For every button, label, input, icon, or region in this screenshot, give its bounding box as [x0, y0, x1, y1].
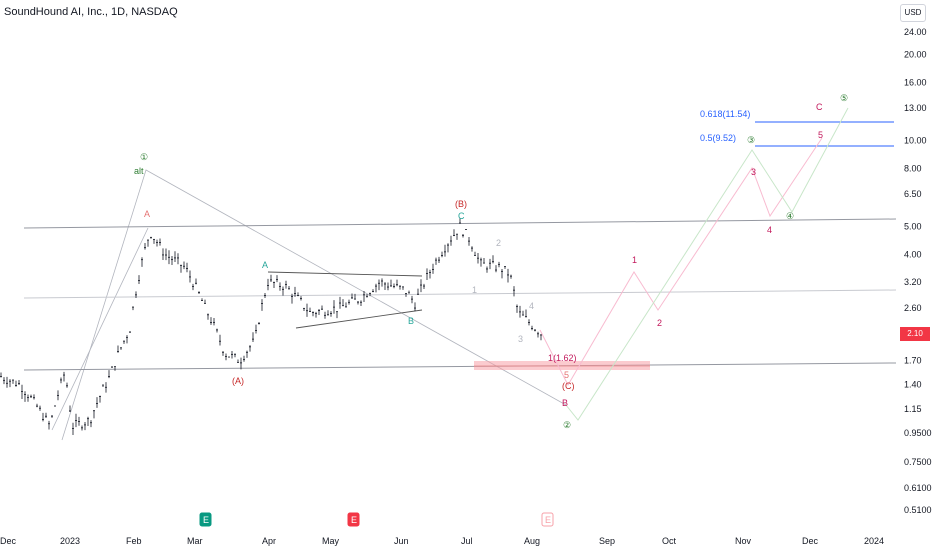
x-tick-label: Sep [599, 536, 615, 546]
wave-label: B [562, 398, 568, 408]
wave-label: alt [134, 166, 144, 176]
earnings-marker[interactable] [541, 512, 554, 527]
y-tick-label: 5.00 [904, 222, 922, 232]
currency-button[interactable]: USD [900, 4, 926, 22]
wave-label: 4 [529, 301, 534, 311]
target-zone [474, 361, 650, 370]
y-tick-label: 6.50 [904, 189, 922, 199]
x-tick-label: May [322, 536, 340, 546]
x-tick-label: Jun [394, 536, 409, 546]
wave-outline-main [61, 169, 567, 441]
wave-label: C [458, 211, 465, 221]
y-tick-label: 16.00 [904, 77, 927, 87]
x-tick-label: Jul [461, 536, 473, 546]
projection-green [565, 107, 849, 421]
channel-bottom [23, 362, 897, 371]
earnings-marker-label: E [545, 515, 551, 525]
y-tick-label: 1.70 [904, 356, 922, 366]
x-tick-label: Nov [735, 536, 752, 546]
y-tick-label: 20.00 [904, 50, 927, 60]
y-tick-label: 4.00 [904, 249, 922, 259]
y-tick-label: 2.60 [904, 303, 922, 313]
wave-label: (B) [455, 199, 467, 209]
wave-label: ③ [747, 135, 755, 145]
wave-label: 4 [767, 225, 772, 235]
y-tick-label: 0.9500 [904, 428, 932, 438]
y-tick-label: 3.20 [904, 277, 922, 287]
earnings-marker[interactable] [199, 512, 212, 527]
wave-label: 3 [518, 334, 523, 344]
fib-label: 0.5(9.52) [700, 133, 736, 143]
triangle-top [267, 271, 423, 277]
wave-label: 1 [472, 285, 477, 295]
wave-label: (C) [562, 381, 575, 391]
x-tick-label: Feb [126, 536, 142, 546]
candles-group [0, 218, 542, 435]
y-tick-label: 0.6100 [904, 483, 932, 493]
wave-label: A [144, 209, 150, 219]
wave-label: C [816, 102, 823, 112]
y-tick-label: 0.5100 [904, 505, 932, 515]
y-tick-label: 0.7500 [904, 457, 932, 467]
last-price-badge: 2.10 [900, 327, 930, 341]
y-tick-label: 13.00 [904, 103, 927, 113]
wave-label: 2 [496, 238, 501, 248]
y-tick-label: 1.15 [904, 404, 922, 414]
fib-label: 0.618(11.54) [700, 109, 750, 119]
chart-title: SoundHound AI, Inc., 1D, NASDAQ [4, 6, 178, 18]
channel-mid [23, 289, 897, 299]
wave-label: ⑤ [840, 93, 848, 103]
x-tick-label: 2024 [864, 536, 884, 546]
earnings-marker[interactable] [347, 512, 360, 527]
wave-label: ① [140, 152, 148, 162]
x-tick-label: Aug [524, 536, 540, 546]
x-tick-label: Dec [802, 536, 819, 546]
channel-top [23, 218, 897, 229]
wave-label: ④ [786, 211, 794, 221]
wave-label: 5 [818, 130, 823, 140]
wave-label: 1 [632, 255, 637, 265]
earnings-marker-label: E [203, 515, 209, 525]
x-tick-label: 2023 [60, 536, 80, 546]
earnings-marker-label: E [351, 515, 357, 525]
wave-label: ② [563, 420, 571, 430]
zone-label: 1(1.62) [548, 353, 577, 363]
projection-pink [539, 137, 823, 387]
wave-label: 3 [751, 167, 756, 177]
x-tick-label: Apr [262, 536, 276, 546]
y-tick-label: 24.00 [904, 27, 927, 37]
wave-label: B [408, 316, 414, 326]
wave-label: 5 [564, 370, 569, 380]
wave-outline-left [51, 227, 149, 431]
triangle-bottom [295, 309, 423, 329]
y-tick-label: 10.00 [904, 136, 927, 146]
wave-label: (A) [232, 376, 244, 386]
wave-label: 2 [657, 318, 662, 328]
wave-label: A [262, 260, 268, 270]
y-tick-label: 1.40 [904, 380, 922, 390]
x-tick-label: Dec [0, 536, 17, 546]
x-tick-label: Mar [187, 536, 203, 546]
y-tick-label: 8.00 [904, 163, 922, 173]
x-tick-label: Oct [662, 536, 677, 546]
